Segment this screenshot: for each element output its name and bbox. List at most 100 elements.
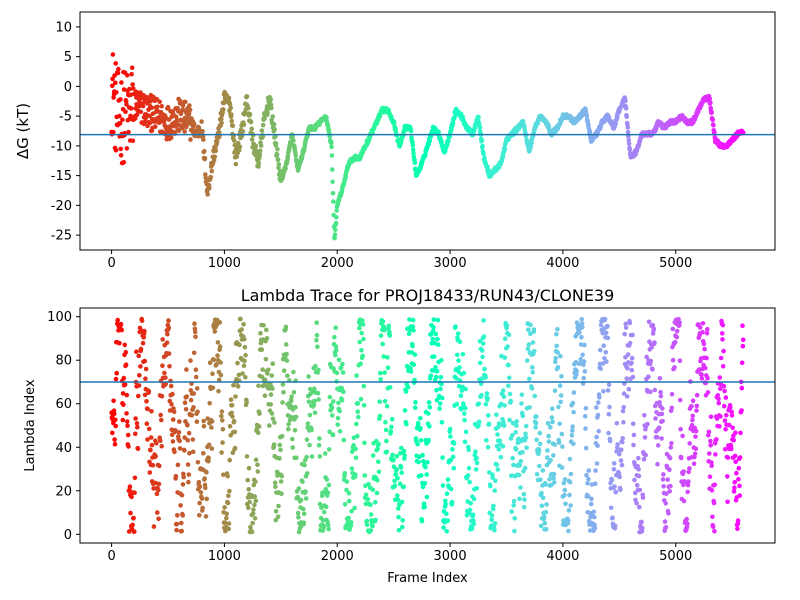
lambda-point (301, 511, 307, 517)
dg-point (183, 99, 188, 105)
lambda-point (519, 401, 524, 406)
lambda-point (692, 451, 698, 457)
lambda-point (136, 353, 141, 359)
lambda-point (563, 501, 568, 507)
lambda-point (138, 364, 143, 369)
dg-point (199, 119, 204, 124)
lambda-x-ticks: 0 1000 2000 3000 4000 5000 (107, 543, 692, 564)
lambda-point (253, 457, 259, 463)
dg-point (112, 73, 117, 78)
lambda-point (338, 365, 344, 371)
y-tick-label: -15 (51, 169, 72, 184)
lambda-point (619, 462, 625, 468)
lambda-point (185, 437, 190, 443)
lambda-point (523, 431, 528, 437)
lambda-point (217, 344, 223, 349)
lambda-point (507, 417, 512, 423)
lambda-point (707, 474, 713, 480)
dg-x-ticks: 0 1000 2000 3000 4000 5000 (107, 250, 692, 271)
lambda-point (733, 459, 738, 465)
lambda-point (285, 373, 290, 379)
lambda-point (376, 469, 382, 475)
dg-point (130, 138, 136, 144)
dg-point (170, 109, 176, 114)
lambda-point (514, 419, 519, 424)
lambda-point (425, 460, 430, 465)
lambda-point (394, 467, 399, 472)
lambda-point (471, 496, 477, 502)
lambda-point (534, 414, 539, 419)
lambda-point (354, 421, 359, 427)
dg-point (186, 111, 192, 117)
lambda-point (639, 519, 644, 525)
lambda-point (589, 496, 594, 502)
lambda-point (476, 419, 482, 425)
lambda-point (413, 400, 418, 405)
lambda-point (179, 492, 185, 498)
lambda-point (353, 472, 358, 477)
lambda-point (555, 364, 561, 370)
lambda-point (368, 512, 374, 517)
lambda-point (261, 323, 266, 328)
lambda-point (494, 462, 500, 468)
lambda-point (439, 381, 444, 387)
x-tick-label: 5000 (659, 256, 692, 271)
lambda-point (700, 321, 706, 326)
lambda-point (597, 395, 602, 400)
dg-point (202, 148, 207, 154)
lambda-point (732, 480, 737, 485)
lambda-point (496, 447, 502, 452)
lambda-point (314, 332, 320, 338)
dg-point (624, 114, 629, 120)
lambda-point (666, 511, 671, 516)
lambda-point (474, 486, 480, 491)
lambda-point (393, 472, 399, 477)
lambda-point (331, 399, 336, 404)
dg-point (258, 143, 264, 148)
dg-point (449, 127, 454, 132)
lambda-point (180, 513, 185, 518)
lambda-point (179, 528, 184, 534)
lambda-point (517, 496, 522, 502)
dg-point (249, 126, 254, 132)
dg-point (293, 153, 299, 158)
lambda-point (387, 333, 393, 338)
lambda-point (312, 398, 318, 404)
lambda-point (255, 469, 261, 474)
lambda-point (225, 500, 231, 506)
lambda-point (687, 441, 692, 446)
lambda-point (501, 423, 507, 428)
lambda-point (469, 525, 475, 531)
lambda-point (465, 473, 471, 478)
lambda-point (606, 430, 611, 436)
lambda-point (463, 386, 468, 392)
lambda-point (342, 502, 348, 507)
dg-point (221, 107, 226, 112)
lambda-point (736, 465, 742, 471)
lambda-point (655, 443, 661, 448)
lambda-point (197, 500, 202, 506)
lambda-point (172, 449, 177, 455)
dg-point (273, 134, 278, 139)
lambda-point (725, 499, 730, 505)
lambda-point (270, 416, 276, 422)
lambda-point (419, 473, 424, 478)
y-tick-label: -20 (51, 199, 72, 214)
lambda-point (481, 318, 486, 323)
dg-point (587, 129, 593, 134)
lambda-point (233, 394, 238, 399)
lambda-point (269, 373, 275, 378)
lambda-point (201, 451, 206, 456)
lambda-point (132, 475, 138, 481)
lambda-point (511, 498, 517, 504)
lambda-point (344, 479, 350, 484)
lambda-point (579, 334, 584, 340)
lambda-point (291, 369, 296, 375)
lambda-point (320, 528, 326, 533)
lambda-point (661, 472, 666, 477)
dg-point (235, 140, 241, 146)
dg-point (121, 160, 127, 165)
dg-point (118, 153, 124, 158)
lambda-point (497, 438, 503, 443)
lambda-point (521, 491, 527, 497)
